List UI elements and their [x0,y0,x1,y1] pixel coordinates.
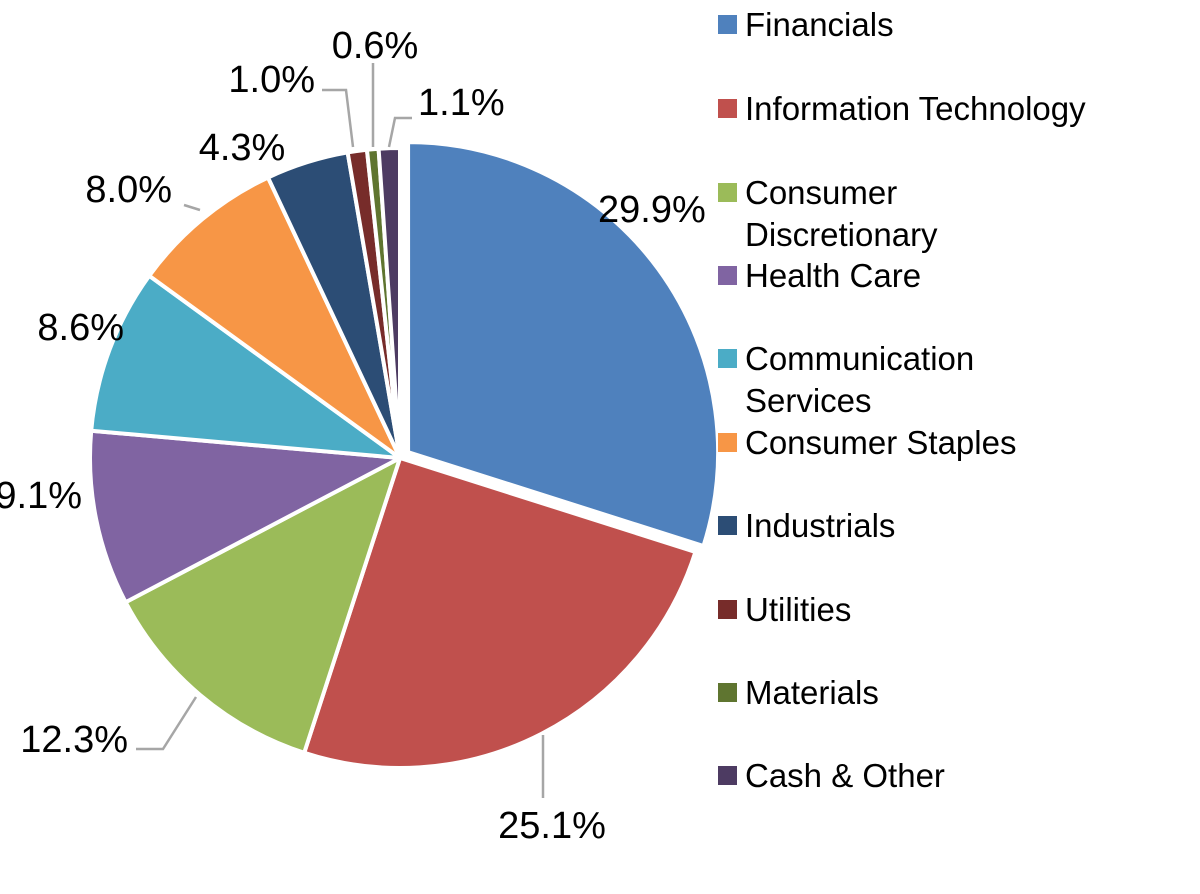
data-label-consumer-staples: 8.0% [85,169,172,211]
data-label-materials: 0.6% [332,25,419,67]
legend-item-cash-and-other: Cash & Other [718,757,945,794]
legend-swatch [718,15,737,34]
legend-item-financials: Financials [718,6,894,43]
legend-swatch [718,683,737,702]
legend-label: Materials [745,674,879,711]
legend: Financials Information Technology Consumer… [718,6,1086,794]
pie-slice-consumer-discretionary [123,456,402,755]
legend-item-materials: Materials [718,674,879,711]
data-label-information-technology: 25.1% [498,805,606,847]
legend-item-industrials: Industrials [718,507,895,544]
leader-line-cash-and-other [387,116,412,148]
legend-label: Utilities [745,591,851,628]
legend-item-utilities: Utilities [718,591,851,628]
data-label-health-care: 9.1% [0,475,82,517]
legend-label: Health Care [745,257,921,294]
legend-swatch [718,266,737,285]
legend-item-consumer-discretionary: Consumer Discretionary [718,174,938,253]
legend-item-consumer-staples: Consumer Staples [718,424,1016,461]
data-labels: 29.9% 25.1% 12.3% 9.1% 8.6% 8.0% 4.3% 1.0% 0.6% 1… [0,25,706,847]
legend-swatch [718,183,737,202]
legend-label: Industrials [745,507,895,544]
legend-item-communication-services: Communication Services [718,340,974,419]
legend-swatch [718,516,737,535]
data-label-cash-and-other: 1.1% [418,82,505,124]
data-label-industrials: 4.3% [199,127,286,169]
leader-line-consumer-discretionary [136,696,198,751]
legend-swatch [718,349,737,368]
pie-slice-cash-and-other [376,146,402,460]
data-label-consumer-discretionary: 12.3% [20,719,128,761]
data-label-communication-services: 8.6% [37,307,124,349]
pie-slices [88,140,721,770]
pie-slice-health-care [88,428,402,605]
pie-slice-communication-services [89,273,402,460]
legend-swatch [718,600,737,619]
data-label-utilities: 1.0% [228,59,315,101]
legend-swatch [718,766,737,785]
legend-swatch [718,433,737,452]
pie-slice-consumer-staples [147,175,402,460]
legend-item-health-care: Health Care [718,257,921,294]
legend-label: Information Technology [745,90,1086,127]
leader-line-consumer-staples [183,203,201,212]
leader-lines [136,63,545,798]
legend-item-information-technology: Information Technology [718,90,1086,127]
pie-slice-information-technology [302,456,698,770]
legend-swatch [718,99,737,118]
legend-label: Cash & Other [745,757,945,794]
legend-label: Financials [745,6,894,43]
data-label-financials: 29.9% [598,189,706,231]
legend-label: Consumer Staples [745,424,1016,461]
legend-label: Communication Services [745,340,974,419]
leader-line-utilities [322,88,355,148]
pie-slice-financials [406,140,721,549]
legend-label: Consumer Discretionary [745,174,938,253]
